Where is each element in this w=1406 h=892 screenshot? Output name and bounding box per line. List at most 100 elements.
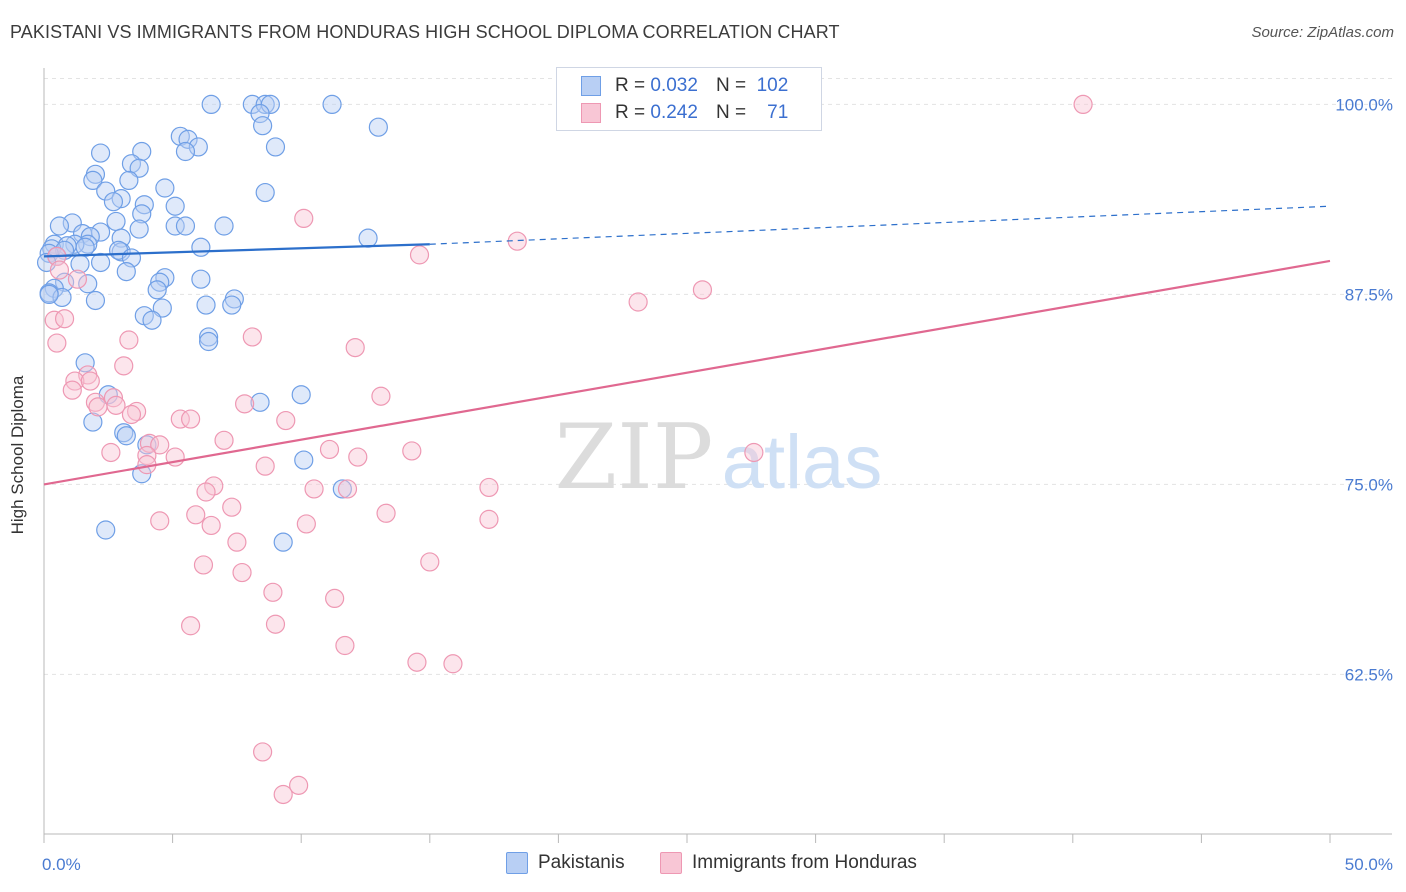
point-honduras	[294, 208, 314, 228]
point-honduras	[296, 514, 316, 534]
point-pakistanis	[265, 137, 286, 157]
point-honduras	[139, 433, 160, 453]
point-honduras	[181, 616, 201, 636]
point-pakistanis	[250, 103, 270, 124]
point-honduras	[409, 245, 430, 265]
n-label: N =	[715, 75, 747, 96]
trend-line-honduras	[43, 259, 1331, 486]
point-honduras	[376, 503, 396, 523]
point-honduras	[201, 515, 221, 536]
point-pakistanis	[150, 272, 170, 292]
point-honduras	[150, 511, 170, 531]
point-pakistanis	[155, 178, 175, 198]
point-pakistanis	[111, 228, 131, 248]
point-pakistanis	[75, 353, 95, 373]
watermark-atlas: atlas	[722, 420, 883, 505]
legend-swatch-pakistanis	[581, 76, 601, 96]
point-honduras	[88, 397, 108, 417]
point-pakistanis	[75, 237, 95, 257]
point-honduras	[126, 401, 147, 422]
point-honduras	[319, 439, 340, 460]
point-honduras	[235, 394, 255, 414]
point-honduras	[337, 479, 358, 499]
y-tick-label: 100.0%	[1335, 95, 1393, 114]
legend-swatch-honduras	[581, 103, 601, 123]
point-honduras	[304, 479, 324, 499]
point-pakistanis	[111, 189, 131, 209]
point-pakistanis	[322, 94, 342, 115]
point-honduras	[196, 482, 216, 502]
point-pakistanis	[291, 385, 311, 405]
point-pakistanis	[90, 252, 111, 273]
point-pakistanis	[83, 412, 103, 432]
point-honduras	[222, 497, 242, 517]
point-honduras	[242, 327, 262, 347]
legend-swatch	[660, 852, 682, 874]
point-honduras	[263, 582, 283, 602]
point-honduras	[273, 784, 293, 805]
source-note: Source: ZipAtlas.com	[1251, 24, 1394, 41]
point-honduras	[744, 442, 764, 463]
point-honduras	[479, 509, 499, 529]
point-pakistanis	[175, 216, 196, 236]
watermark: ZIP atlas	[555, 405, 883, 510]
point-pakistanis	[39, 284, 59, 304]
point-honduras	[47, 333, 67, 353]
point-honduras	[193, 555, 214, 575]
point-honduras	[348, 447, 368, 467]
point-honduras	[232, 562, 252, 583]
point-pakistanis	[294, 450, 314, 470]
axes	[43, 68, 1392, 843]
point-pakistanis	[178, 129, 198, 149]
point-pakistanis	[165, 196, 185, 216]
point-honduras	[44, 310, 64, 330]
legend-label: Pakistanis	[538, 852, 625, 873]
r-value: 0.032	[650, 75, 698, 96]
n-value: 71	[767, 102, 789, 123]
point-honduras	[407, 652, 427, 672]
legend-item-honduras: Immigrants from Honduras	[660, 852, 917, 874]
point-pakistanis	[222, 295, 242, 315]
point-pakistanis	[214, 216, 234, 236]
tick-labels: 62.5% 75.0% 87.5% 100.0% 0.0% 50.0%	[42, 95, 1393, 874]
point-honduras	[692, 280, 713, 300]
x-tick-label: 0.0%	[42, 855, 81, 874]
point-honduras	[628, 292, 648, 312]
point-pakistanis	[332, 479, 352, 499]
point-pakistanis	[152, 298, 172, 318]
point-honduras	[170, 409, 190, 429]
point-honduras	[335, 635, 355, 656]
point-honduras	[276, 410, 296, 431]
legend-row-honduras: R = 0.242 N = 71	[581, 100, 788, 126]
point-honduras	[181, 409, 201, 429]
point-pakistanis	[199, 327, 219, 347]
trend-lines	[43, 205, 1331, 486]
point-honduras	[420, 552, 440, 572]
point-honduras	[1073, 94, 1093, 115]
trend-line-pakistanis	[43, 243, 430, 258]
point-pakistanis	[191, 269, 211, 289]
point-honduras	[150, 435, 170, 455]
r-label: R =	[615, 102, 646, 123]
point-pakistanis	[106, 211, 126, 232]
point-pakistanis	[358, 228, 378, 248]
grid	[44, 78, 1392, 675]
point-honduras	[54, 309, 75, 329]
chart-title: PAKISTANI VS IMMIGRANTS FROM HONDURAS HI…	[10, 22, 840, 42]
point-pakistanis	[78, 274, 98, 294]
point-honduras	[371, 386, 391, 406]
point-honduras	[325, 588, 345, 609]
point-pakistanis	[85, 290, 106, 311]
point-honduras	[67, 269, 88, 289]
point-honduras	[119, 330, 139, 350]
point-pakistanis	[90, 143, 111, 163]
correlation-legend: R = 0.032 N = 102 R = 0.242 N = 71	[556, 67, 822, 131]
point-pakistanis	[114, 423, 134, 443]
point-pakistanis	[196, 295, 216, 315]
point-pakistanis	[175, 141, 196, 162]
r-value: 0.242	[650, 102, 698, 123]
y-tick-label: 62.5%	[1345, 665, 1393, 684]
point-honduras	[101, 442, 121, 463]
point-honduras	[289, 775, 309, 795]
point-pakistanis	[273, 532, 293, 552]
